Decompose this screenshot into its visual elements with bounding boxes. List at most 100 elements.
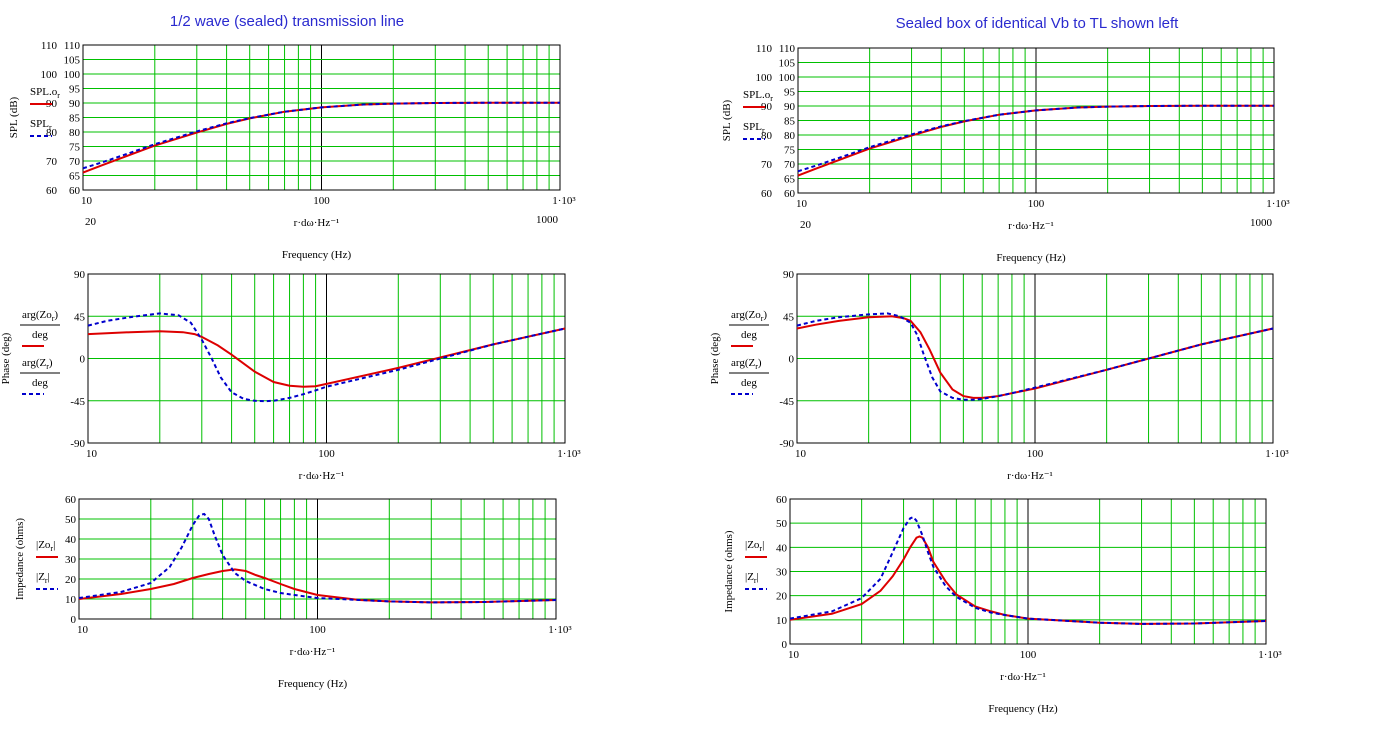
- legend-label: |Zr|: [36, 571, 50, 585]
- legend-denominator: deg: [32, 377, 48, 389]
- x-tick-label: 10: [795, 448, 807, 460]
- y-tick-label: 60: [65, 494, 77, 506]
- x-secondary-tick-label: 1000: [1250, 217, 1273, 229]
- y-tick-label: 45: [74, 311, 86, 323]
- y-tick-label: 75: [69, 142, 81, 154]
- y-tick-label: 80: [784, 130, 796, 142]
- right-title: Sealed box of identical Vb to TL shown l…: [896, 15, 1180, 32]
- x-tick-label: 100: [1020, 649, 1037, 661]
- legend-label: SPL.or: [30, 86, 60, 100]
- x-tick-label: 100: [309, 624, 326, 636]
- y-tick-label: 30: [65, 554, 77, 566]
- x-secondary-tick-label: 1000: [536, 214, 559, 226]
- legend-denominator: deg: [741, 329, 757, 341]
- legend-label: SPLr: [743, 121, 765, 135]
- tl-spl-chart: 6065707580859095100105110607080901001101…: [8, 40, 576, 261]
- legend-label: |Zr|: [745, 571, 759, 585]
- y-tick-label: -45: [70, 396, 85, 408]
- y-tick-label: 10: [776, 615, 788, 627]
- legend-label: arg(Zor): [22, 309, 58, 323]
- y-tick-label: 30: [776, 567, 788, 579]
- y-secondary-tick-label: 90: [761, 101, 773, 113]
- legend-label: arg(Zr): [22, 357, 53, 371]
- y-tick-label: 90: [69, 98, 81, 110]
- tl-phase-chart: -90 -45 0 45 90 10 100 1·10³ r·dω·Hz⁻¹ Phase (deg…: [0, 269, 581, 482]
- x-axis-label: r·dω·Hz⁻¹: [1000, 671, 1046, 683]
- plot-frame: [78, 498, 557, 620]
- x-tick-label: 1·10³: [552, 195, 576, 207]
- y-secondary-tick-label: 60: [761, 188, 773, 200]
- x-tick-label: 10: [796, 198, 808, 210]
- x-axis-label: r·dω·Hz⁻¹: [1007, 470, 1053, 482]
- legend-label: |Zor|: [745, 539, 764, 553]
- y-secondary-tick-label: 100: [41, 69, 58, 81]
- legend-label: arg(Zor): [731, 309, 767, 323]
- solid-series-line: [87, 327, 566, 388]
- y-tick-label: 65: [784, 174, 796, 186]
- x-secondary-tick-label: 20: [85, 216, 97, 228]
- y-axis-label: Phase (deg): [709, 332, 721, 384]
- x-axis-title: Frequency (Hz): [278, 678, 348, 690]
- y-tick-label: 20: [65, 574, 77, 586]
- y-tick-label: 0: [782, 639, 788, 651]
- x-tick-label: 100: [313, 195, 330, 207]
- dashed-series-line: [82, 101, 560, 170]
- dashed-series-line: [789, 515, 1267, 625]
- y-tick-label: 0: [80, 354, 86, 366]
- y-secondary-tick-label: 110: [756, 43, 773, 55]
- x-axis-title: Frequency (Hz): [996, 252, 1066, 264]
- y-tick-label: 90: [74, 269, 86, 281]
- y-tick-label: 105: [779, 58, 796, 70]
- y-tick-label: 0: [71, 614, 77, 626]
- left-title: 1/2 wave (sealed) transmission line: [170, 13, 404, 30]
- x-tick-label: 100: [318, 448, 335, 460]
- y-tick-label: 65: [69, 171, 81, 183]
- x-tick-label: 100: [1027, 448, 1044, 460]
- plot-frame: [797, 47, 1275, 194]
- x-axis-label: r·dω·Hz⁻¹: [290, 646, 336, 658]
- y-tick-label: 75: [784, 145, 796, 157]
- x-tick-label: 1·10³: [1266, 198, 1290, 210]
- y-axis-label: SPL (dB): [8, 96, 20, 138]
- plot-frame: [82, 44, 561, 191]
- y-secondary-tick-label: 80: [761, 130, 773, 142]
- y-tick-label: 0: [789, 354, 795, 366]
- x-axis-label: r·dω·Hz⁻¹: [1008, 220, 1054, 232]
- sb-phase-chart: -90 -45 0 45 90 10 100 1·10³ r·dω·Hz⁻¹ Phase (deg…: [709, 269, 1289, 482]
- y-tick-label: 100: [779, 72, 796, 84]
- y-tick-label: 100: [64, 69, 81, 81]
- dashed-series-line: [78, 512, 557, 604]
- y-tick-label: 70: [784, 159, 796, 171]
- y-tick-label: 80: [69, 127, 81, 139]
- y-tick-label: 60: [776, 494, 788, 506]
- y-tick-label: -45: [779, 396, 794, 408]
- dashed-series-line: [87, 312, 566, 403]
- y-tick-label: 110: [779, 43, 796, 55]
- y-tick-label: 50: [776, 518, 788, 530]
- y-tick-label: 40: [776, 542, 788, 554]
- y-axis-label: Impedance (ohms): [14, 518, 26, 600]
- x-tick-label: 1·10³: [557, 448, 581, 460]
- y-secondary-tick-label: 100: [756, 72, 773, 84]
- y-secondary-tick-label: 60: [46, 185, 58, 197]
- legend-label: SPL.or: [743, 89, 773, 103]
- y-tick-label: 110: [64, 40, 81, 52]
- plot-frame: [796, 273, 1274, 444]
- legend-denominator: deg: [32, 329, 48, 341]
- x-tick-label: 10: [788, 649, 800, 661]
- sb-spl-chart: 60 65 70 75 80 85 90 95 100 105 110 60 70 80 90 100 110 1…: [721, 43, 1290, 264]
- y-secondary-tick-label: 110: [41, 40, 58, 52]
- y-tick-label: 85: [69, 113, 81, 125]
- x-tick-label: 100: [1028, 198, 1045, 210]
- y-axis-label: SPL (dB): [721, 99, 733, 141]
- y-tick-label: 50: [65, 514, 77, 526]
- x-tick-label: 1·10³: [548, 624, 572, 636]
- y-secondary-tick-label: 70: [761, 159, 773, 171]
- x-axis-label: r·dω·Hz⁻¹: [299, 470, 345, 482]
- y-tick-label: 85: [784, 116, 796, 128]
- x-tick-label: 10: [86, 448, 98, 460]
- y-tick-label: 45: [783, 311, 795, 323]
- y-tick-label: 10: [65, 594, 77, 606]
